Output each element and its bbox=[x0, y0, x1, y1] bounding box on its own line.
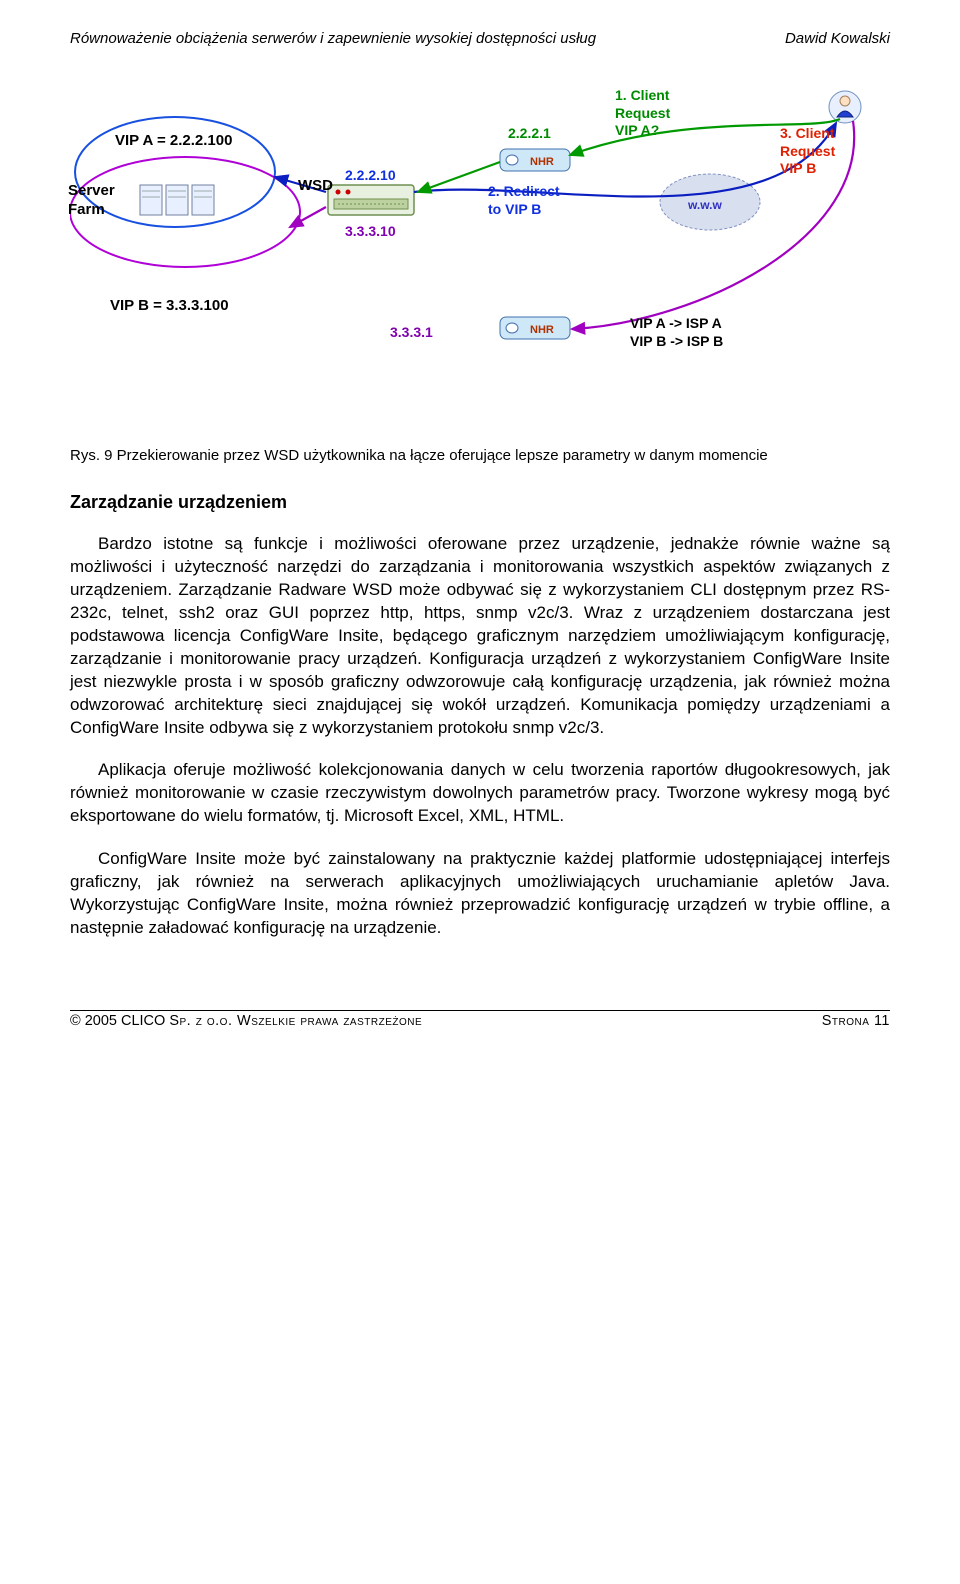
label-wsd-ip-a: 2.2.2.10 bbox=[345, 167, 396, 185]
figure-caption: Rys. 9 Przekierowanie przez WSD użytkown… bbox=[70, 447, 890, 464]
header-title: Równoważenie obciążenia serwerów i zapew… bbox=[70, 30, 596, 47]
label-step1: 1. Client Request VIP A? bbox=[615, 87, 670, 140]
label-mapping: VIP A -> ISP A VIP B -> ISP B bbox=[630, 315, 723, 350]
page-header: Równoważenie obciążenia serwerów i zapew… bbox=[70, 30, 890, 47]
label-step2: 2. Redirect to VIP B bbox=[488, 183, 560, 218]
label-vip-a: VIP A = 2.2.2.100 bbox=[115, 132, 232, 151]
svg-text:w.w.w: w.w.w bbox=[687, 198, 722, 212]
label-router-ip: 3.3.3.1 bbox=[390, 324, 433, 342]
header-author: Dawid Kowalski bbox=[785, 30, 890, 47]
page-footer: © 2005 CLICO Sp. z o.o. Wszelkie prawa z… bbox=[70, 1010, 890, 1029]
footer-page: Strona 11 bbox=[822, 1013, 890, 1029]
footer-copyright: © 2005 CLICO Sp. z o.o. Wszelkie prawa z… bbox=[70, 1013, 422, 1029]
label-vip-b: VIP B = 3.3.3.100 bbox=[110, 297, 229, 316]
label-step2-num: 2.2.2.1 bbox=[508, 125, 551, 143]
paragraph-3: ConfigWare Insite może być zainstalowany… bbox=[70, 848, 890, 940]
label-wsd: WSD bbox=[298, 177, 333, 196]
paragraph-1: Bardzo istotne są funkcje i możliwości o… bbox=[70, 533, 890, 739]
label-step3: 3. Client Request VIP B bbox=[780, 125, 835, 178]
diagram-svg: NHR NHR w.w.w bbox=[70, 77, 890, 407]
label-server-farm: Server Farm bbox=[68, 182, 115, 220]
svg-text:NHR: NHR bbox=[530, 156, 554, 168]
network-diagram: NHR NHR w.w.w bbox=[70, 77, 890, 407]
section-title: Zarządzanie urządzeniem bbox=[70, 492, 890, 513]
svg-text:NHR: NHR bbox=[530, 324, 554, 336]
label-wsd-ip-b: 3.3.3.10 bbox=[345, 223, 396, 241]
paragraph-2: Aplikacja oferuje możliwość kolekcjonowa… bbox=[70, 759, 890, 828]
